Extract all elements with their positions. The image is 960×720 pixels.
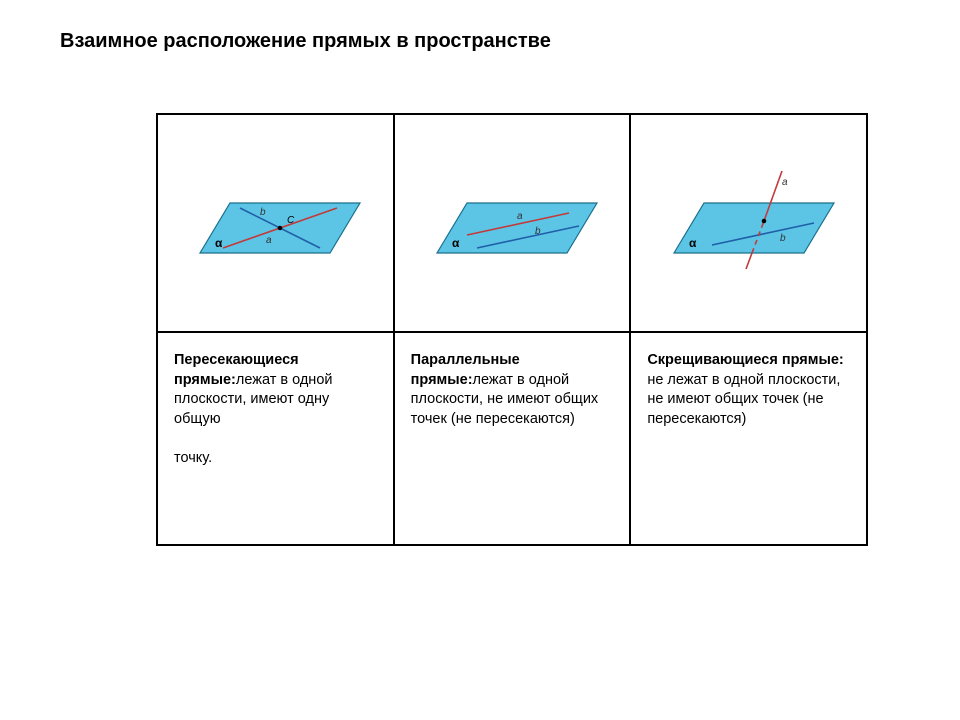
svg-text:a: a [517, 211, 523, 222]
diagram-skew: a b α [654, 163, 844, 283]
cell-text-intersecting: Пересекающиеся прямые:лежат в одной плос… [157, 332, 394, 545]
svg-text:b: b [260, 207, 266, 218]
cell-diagram-skew: a b α [630, 114, 867, 332]
svg-text:α: α [689, 236, 697, 250]
svg-text:a: a [782, 177, 788, 188]
page-title: Взаимное расположение прямых в пространс… [60, 30, 900, 53]
cell-diagram-parallel: a b α [394, 114, 631, 332]
diagram-intersecting: b a C α [180, 163, 370, 283]
desc-skew: не лежат в одной плоскости, не имеют общ… [647, 372, 840, 427]
desc-intersecting-tail: точку. [174, 450, 212, 466]
svg-text:α: α [452, 236, 460, 250]
svg-text:a: a [266, 235, 272, 246]
term-skew: Скрещивающиеся прямые: [647, 352, 843, 368]
svg-text:b: b [535, 226, 541, 237]
diagram-parallel: a b α [417, 163, 607, 283]
cell-diagram-intersecting: b a C α [157, 114, 394, 332]
cell-text-parallel: Параллельные прямые:лежат в одной плоско… [394, 332, 631, 545]
comparison-table: b a C α a b α [156, 113, 868, 546]
svg-text:C: C [287, 215, 295, 226]
cell-text-skew: Скрещивающиеся прямые: не лежат в одной … [630, 332, 867, 545]
svg-text:b: b [780, 233, 786, 244]
svg-text:α: α [215, 236, 223, 250]
